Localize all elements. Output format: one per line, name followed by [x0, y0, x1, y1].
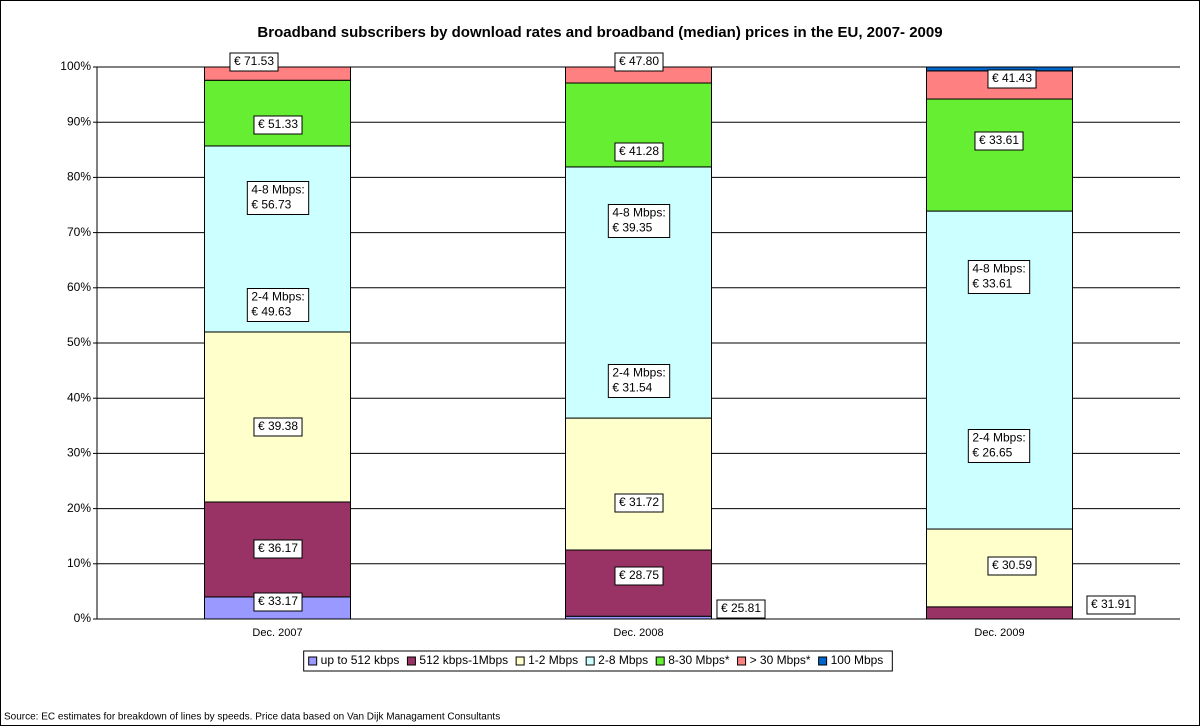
y-tick-label: 70%	[67, 225, 91, 239]
annotation-box	[253, 592, 303, 612]
annotation-text: € 31.72	[619, 495, 659, 509]
annotation-box	[987, 69, 1037, 89]
y-tick-label: 80%	[67, 170, 91, 184]
y-tick-label: 20%	[67, 501, 91, 515]
annotation-box	[967, 429, 1031, 463]
annotation-box	[967, 260, 1031, 294]
x-tick-label: Dec. 2009	[974, 627, 1024, 639]
annotation-text: € 41.43	[992, 71, 1032, 85]
annotation-text: € 33.17	[258, 594, 298, 608]
annotation-text: € 41.28	[619, 144, 659, 158]
annotation-text: € 36.17	[258, 541, 298, 555]
annotation-box	[716, 599, 766, 619]
annotation-text: € 47.80	[619, 54, 659, 68]
annotation-box	[607, 364, 671, 398]
annotation-text: € 56.73	[251, 198, 291, 212]
legend-label: 8-30 Mbps*	[668, 653, 730, 667]
annotation-text: € 28.75	[619, 568, 659, 582]
annotation-text: 2-4 Mbps:	[612, 366, 665, 380]
annotation-text: € 71.53	[234, 54, 274, 68]
annotation-box	[614, 52, 664, 72]
y-tick-label: 50%	[67, 335, 91, 349]
annotation-text: 4-8 Mbps:	[251, 183, 304, 197]
bar-segment	[565, 417, 712, 551]
y-tick-label: 40%	[67, 390, 91, 404]
annotation-box	[253, 115, 303, 135]
annotation-text: 4-8 Mbps:	[972, 262, 1025, 276]
bar-segment	[926, 210, 1073, 530]
y-tick-label: 60%	[67, 280, 91, 294]
legend-box	[303, 650, 893, 672]
legend-swatch	[737, 656, 747, 666]
annotation-text: € 39.35	[612, 221, 652, 235]
y-tick-label: 90%	[67, 114, 91, 128]
annotation-box	[246, 288, 310, 322]
bar-segment	[926, 606, 1073, 620]
annotation-box	[614, 142, 664, 162]
legend-label: 1-2 Mbps	[528, 653, 578, 667]
annotation-box	[614, 566, 664, 586]
legend-label: up to 512 kbps	[321, 653, 400, 667]
bar-segment	[204, 79, 351, 147]
legend-swatch	[655, 656, 665, 666]
annotation-text: € 31.54	[612, 381, 652, 395]
annotation-text: € 26.65	[972, 446, 1012, 460]
annotation-text: € 39.38	[258, 419, 298, 433]
legend-label: 512 kbps-1Mbps	[419, 653, 508, 667]
annotation-text: € 25.81	[721, 601, 761, 615]
chart-title: Broadband subscribers by download rates …	[257, 24, 942, 41]
annotation-text: 2-4 Mbps:	[251, 290, 304, 304]
legend-label: 100 Mbps	[831, 653, 884, 667]
annotation-text: 2-4 Mbps:	[972, 431, 1025, 445]
annotation-box	[253, 539, 303, 559]
annotation-box	[614, 493, 664, 513]
source-note: Source: EC estimates for breakdown of li…	[4, 712, 500, 723]
annotation-box	[1086, 595, 1136, 615]
legend-swatch	[585, 656, 595, 666]
y-tick-label: 30%	[67, 446, 91, 460]
annotation-text: € 51.33	[258, 117, 298, 131]
bar-segment	[204, 331, 351, 503]
annotation-box	[607, 204, 671, 238]
legend-swatch	[406, 656, 416, 666]
annotation-text: € 30.59	[992, 558, 1032, 572]
legend-swatch	[818, 656, 828, 666]
legend-swatch	[515, 656, 525, 666]
annotation-text: € 33.61	[979, 133, 1019, 147]
annotation-text: 4-8 Mbps:	[612, 206, 665, 220]
annotation-box	[229, 52, 279, 72]
legend-swatch	[308, 656, 318, 666]
y-tick-label: 100%	[60, 59, 91, 73]
bar-segment	[926, 98, 1073, 212]
annotation-box	[974, 131, 1024, 151]
annotation-text: € 49.63	[251, 305, 291, 319]
x-tick-label: Dec. 2007	[252, 627, 302, 639]
annotation-box	[246, 181, 310, 215]
y-tick-label: 10%	[67, 556, 91, 570]
legend-label: > 30 Mbps*	[750, 653, 811, 667]
annotation-text: € 31.91	[1091, 597, 1131, 611]
annotation-box	[253, 417, 303, 437]
y-tick-label: 0%	[74, 611, 92, 625]
annotation-text: € 33.61	[972, 277, 1012, 291]
legend-label: 2-8 Mbps	[598, 653, 648, 667]
annotation-box	[987, 556, 1037, 576]
x-tick-label: Dec. 2008	[613, 627, 663, 639]
